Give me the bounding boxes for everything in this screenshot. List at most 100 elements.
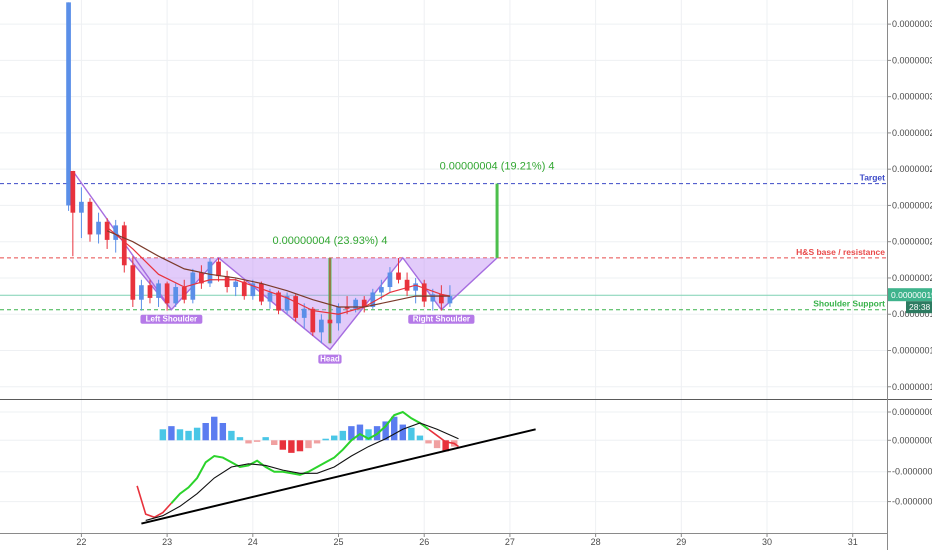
- pattern-tag: [318, 354, 342, 364]
- pattern-tag-label: Right Shoulder: [413, 315, 470, 324]
- y-tick-label: 0.00000028: [892, 128, 932, 138]
- candle-body: [276, 292, 281, 311]
- candle-body: [70, 170, 76, 213]
- histogram-bar: [296, 440, 304, 452]
- candle-body: [396, 272, 401, 280]
- level-label: Shoulder Support: [813, 299, 885, 309]
- osc-y-tick-label: -0.00000001: [892, 467, 932, 477]
- histogram-bar: [219, 423, 227, 441]
- last-price-label: 0.00000019: [891, 290, 932, 300]
- level-label: Target: [860, 173, 886, 183]
- pattern-tag-label: Left Shoulder: [146, 315, 198, 324]
- histogram-bar: [288, 440, 295, 453]
- candle-body: [439, 294, 444, 304]
- candle-body: [216, 261, 221, 277]
- candle-body: [121, 225, 127, 266]
- oscillator-trendline: [141, 428, 536, 525]
- candle-body: [164, 283, 170, 304]
- y-tick-label: 0.00000014: [892, 382, 932, 392]
- candle-body: [96, 221, 101, 235]
- histogram-bar: [365, 429, 372, 441]
- histogram-bar: [279, 440, 287, 450]
- candle-body: [156, 283, 161, 298]
- y-tick-label: 0.00000024: [892, 200, 932, 210]
- candle-body: [113, 225, 119, 240]
- histogram-bar: [331, 435, 338, 441]
- histogram-bar: [408, 427, 415, 441]
- candle-body: [413, 283, 419, 291]
- y-tick-label: 0.00000026: [892, 164, 932, 174]
- oscillator-line: [170, 410, 430, 504]
- candle-body: [66, 2, 71, 206]
- y-tick-label: 0.00000020: [892, 273, 932, 283]
- measure-label: 0.00000004 (23.93%) 4: [272, 235, 387, 247]
- histogram-bar: [442, 440, 449, 452]
- candle-body: [267, 292, 273, 302]
- histogram-bar: [168, 426, 175, 441]
- histogram-bar: [433, 440, 441, 449]
- candle-body: [130, 265, 136, 300]
- x-tick-label: 29: [676, 537, 686, 547]
- oscillator-line: [145, 422, 459, 521]
- x-tick-label: 24: [248, 537, 258, 547]
- pattern-tag: [140, 314, 203, 324]
- histogram-bar: [185, 430, 192, 441]
- candle-body: [250, 283, 256, 297]
- oscillator-line: [428, 428, 459, 448]
- osc-y-tick-label: 0.00000000: [892, 435, 932, 445]
- candle-body: [404, 279, 410, 291]
- candle-body: [233, 281, 239, 288]
- candle-body: [207, 261, 213, 284]
- countdown-label: 28:38: [909, 302, 931, 312]
- level-label: H&S base / resistance: [796, 247, 885, 257]
- histogram-bar: [416, 435, 424, 441]
- x-tick-label: 30: [762, 537, 772, 547]
- histogram-bar: [391, 416, 398, 441]
- histogram-bar: [253, 440, 261, 442]
- x-tick-label: 31: [848, 537, 858, 547]
- histogram-bar: [322, 438, 329, 441]
- candle-body: [447, 296, 453, 304]
- candle-body: [344, 306, 350, 309]
- histogram-bar: [271, 440, 278, 445]
- candle-body: [293, 296, 299, 318]
- histogram-bar: [339, 430, 347, 441]
- histogram-bar: [176, 429, 184, 441]
- moving-average-line: [106, 230, 450, 308]
- histogram-bar: [425, 440, 432, 444]
- candle-body: [199, 272, 204, 284]
- histogram-bar: [348, 426, 355, 441]
- y-tick-label: 0.00000032: [892, 55, 932, 65]
- x-tick-label: 23: [162, 537, 172, 547]
- y-tick-label: 0.00000034: [892, 19, 932, 29]
- candle-body: [319, 319, 324, 333]
- oscillator-line: [136, 485, 172, 519]
- y-tick-label: 0.00000018: [892, 309, 932, 319]
- histogram-bar: [228, 430, 235, 441]
- candle-body: [190, 272, 196, 300]
- candle-body: [284, 296, 290, 311]
- countdown-badge: [906, 301, 932, 314]
- candle-body: [430, 294, 436, 302]
- histogram-bar: [313, 440, 321, 444]
- candle-body: [79, 201, 84, 213]
- candle-body: [147, 285, 153, 298]
- x-tick-label: 26: [419, 537, 429, 547]
- histogram-bar: [211, 416, 218, 441]
- histogram-bar: [236, 437, 244, 441]
- candle-body: [387, 272, 393, 288]
- candle-body: [336, 306, 341, 324]
- head-shoulders-fill: [128, 257, 498, 350]
- moving-average-line: [106, 226, 451, 315]
- histogram-bar: [245, 440, 252, 444]
- candle-body: [241, 281, 247, 297]
- candle-body: [173, 287, 179, 304]
- candle-body: [370, 292, 376, 307]
- histogram-bar: [356, 424, 364, 441]
- candle-body: [181, 287, 187, 300]
- x-tick-label: 22: [76, 537, 86, 547]
- x-tick-label: 25: [334, 537, 344, 547]
